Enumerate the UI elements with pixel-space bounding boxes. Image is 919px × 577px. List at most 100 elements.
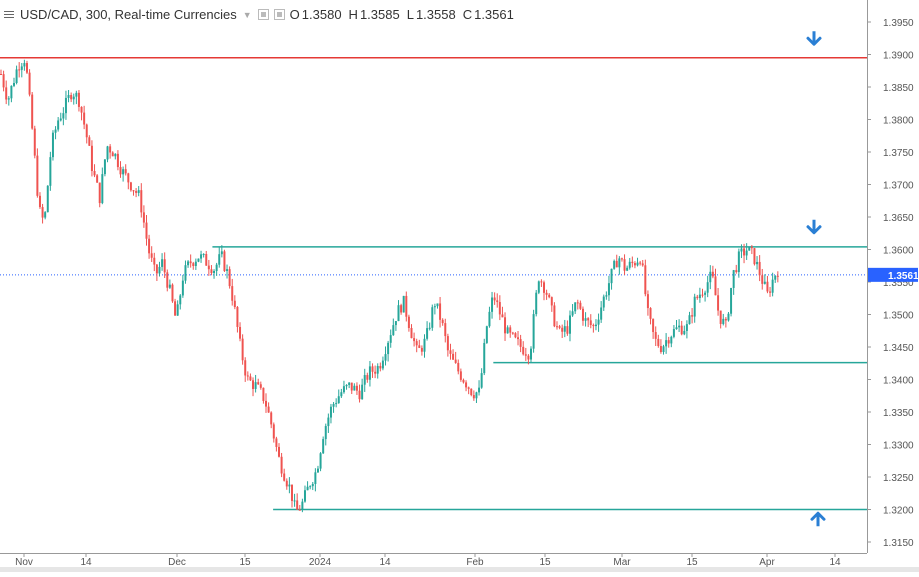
candle-body: [446, 336, 449, 351]
candle-body: [592, 324, 595, 327]
candle-body: [402, 295, 405, 313]
candle-body: [332, 403, 335, 407]
candle-body: [213, 270, 216, 274]
candle-body: [488, 311, 491, 327]
eye-icon[interactable]: [257, 9, 269, 20]
candle-body: [342, 386, 345, 393]
candle-body: [498, 302, 501, 315]
candle-body: [657, 338, 660, 347]
candle-body: [670, 336, 673, 344]
candle-body: [64, 97, 67, 114]
x-tick-label: Apr: [759, 557, 775, 568]
candle-body: [389, 335, 392, 343]
candle-body: [85, 124, 88, 138]
candle-body: [633, 263, 636, 266]
candle-body: [506, 327, 509, 334]
candle-body: [31, 94, 34, 129]
open-value: 1.3580: [301, 7, 342, 22]
candle-body: [628, 261, 631, 268]
candle-body: [358, 390, 361, 400]
candle-body: [535, 292, 538, 315]
candle-body: [44, 212, 47, 218]
menu-icon[interactable]: [4, 9, 14, 20]
candle-body: [426, 328, 429, 339]
candle-body: [270, 412, 273, 425]
candle-body: [491, 297, 494, 312]
candle-body: [514, 333, 517, 338]
candle-body: [756, 261, 759, 265]
candle-body: [597, 319, 600, 325]
candle-body: [236, 307, 239, 327]
candle-body: [168, 284, 171, 288]
candle-body: [675, 327, 678, 330]
candle-body: [233, 300, 236, 308]
arrow-down-icon[interactable]: [806, 31, 822, 46]
candle-body: [293, 500, 296, 502]
arrow-down-icon[interactable]: [806, 219, 822, 235]
candle-body: [561, 327, 564, 332]
candle-body: [371, 366, 374, 372]
candle-body: [459, 371, 462, 380]
candle-body: [678, 325, 681, 328]
candle-body: [350, 382, 353, 391]
candle-body: [83, 112, 86, 125]
candle-body: [348, 382, 351, 385]
low-label: L: [406, 7, 414, 22]
candle-body: [111, 152, 114, 157]
candle-body: [171, 284, 174, 302]
candle-body: [244, 360, 247, 376]
settings-icon[interactable]: [273, 9, 285, 20]
candle-body: [740, 248, 743, 252]
arrow-head: [806, 36, 822, 46]
candle-body: [711, 271, 714, 277]
symbol-title[interactable]: USD/CAD, 300, Real-time Currencies: [20, 7, 237, 22]
candle-body: [361, 384, 364, 400]
candle-body: [454, 359, 457, 363]
candle-body: [428, 327, 431, 329]
candle-body: [0, 74, 2, 75]
x-tick-label: 15: [686, 557, 698, 568]
candle-body: [150, 253, 153, 258]
candle-body: [187, 261, 190, 266]
candle-body: [252, 380, 255, 389]
candle-body: [249, 376, 252, 381]
candle-body: [418, 345, 421, 348]
candle-body: [25, 63, 28, 73]
candle-body: [46, 185, 49, 213]
candle-body: [316, 468, 319, 473]
candle-body: [103, 159, 106, 175]
candle-body: [155, 264, 158, 274]
candle-body: [423, 338, 426, 352]
candle-body: [626, 267, 629, 271]
arrow-up-icon[interactable]: [810, 511, 826, 527]
candle-body: [337, 396, 340, 404]
candle-body: [142, 212, 145, 223]
candle-body: [116, 153, 119, 168]
candle-body: [277, 446, 280, 457]
candle-body: [324, 426, 327, 440]
candle-body: [2, 74, 5, 88]
chevron-down-icon[interactable]: ▼: [242, 9, 252, 20]
candle-body: [327, 417, 330, 427]
scrollbar[interactable]: [0, 567, 919, 572]
candle-body: [306, 486, 309, 491]
last-price-label: 1.3561: [888, 271, 919, 282]
candle-body: [649, 308, 652, 319]
candle-body: [615, 260, 618, 268]
candle-body: [680, 325, 683, 335]
candle-body: [158, 266, 161, 274]
y-tick-label: 1.3700: [883, 181, 914, 192]
price-axis[interactable]: [867, 0, 919, 572]
candle-body: [558, 326, 561, 328]
candle-body: [436, 303, 439, 307]
candle-body: [696, 296, 699, 299]
candle-body: [724, 318, 727, 321]
candle-body: [407, 316, 410, 328]
candle-body: [392, 325, 395, 336]
candle-body: [101, 174, 104, 204]
x-tick-label: 14: [80, 557, 92, 568]
x-tick-label: 14: [379, 557, 391, 568]
candle-body: [449, 350, 452, 354]
